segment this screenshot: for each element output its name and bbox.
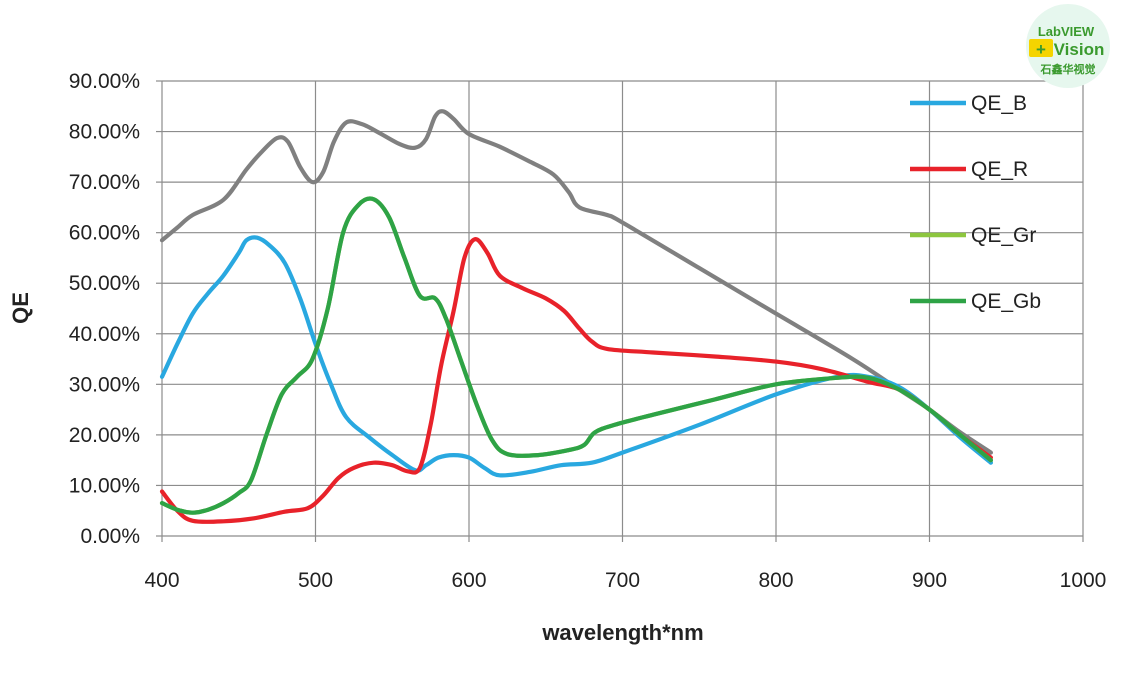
logo-plus-box [1029, 39, 1053, 57]
axes: 0.00% 10.00% 20.00% 30.00% 40.00% 50.00% 60.00… [69, 70, 1107, 592]
legend: QE_B QE_R QE_Gr QE_Gb [910, 92, 1041, 313]
series-line-qe-gb [159, 196, 993, 515]
series-lines [159, 109, 993, 525]
y-tick-label: 30.00% [69, 373, 140, 396]
labview-vision-logo: LabVIEW + Vision 石鑫华视觉 [1026, 4, 1110, 88]
logo-text-vision: Vision [1054, 40, 1105, 59]
logo-text-labview: LabVIEW [1038, 24, 1095, 39]
logo-text-chinese: 石鑫华视觉 [1040, 62, 1096, 76]
x-tick-label: 600 [451, 569, 486, 592]
x-tick-label: 800 [758, 569, 793, 592]
y-tick-label: 70.00% [69, 171, 140, 194]
x-tick-label: 500 [298, 569, 333, 592]
series-line-qe-r [159, 237, 993, 525]
legend-label: QE_Gr [971, 224, 1036, 247]
y-tick-label: 20.00% [69, 424, 140, 447]
y-tick-label: 50.00% [69, 272, 140, 295]
series-line-total [159, 109, 993, 455]
logo-badge [1026, 4, 1110, 88]
x-tick-label: 700 [605, 569, 640, 592]
y-tick-label: 60.00% [69, 222, 140, 245]
x-tick-label: 400 [144, 569, 179, 592]
y-tick-label: 10.00% [69, 474, 140, 497]
logo-plus-icon: + [1036, 40, 1046, 59]
x-tick-label: 1000 [1060, 569, 1107, 592]
legend-label: QE_B [971, 92, 1027, 115]
y-tick-label: 40.00% [69, 323, 140, 346]
y-axis-title: QE [8, 292, 33, 324]
series-line-qe-b [159, 235, 993, 478]
grid [161, 80, 1084, 537]
y-tick-label: 0.00% [80, 525, 140, 548]
y-tick-label: 80.00% [69, 121, 140, 144]
legend-label: QE_R [971, 158, 1028, 181]
y-tick-label: 90.00% [69, 70, 140, 93]
x-axis-title: wavelength*nm [541, 620, 703, 645]
legend-label: QE_Gb [971, 290, 1041, 313]
x-tick-label: 900 [912, 569, 947, 592]
